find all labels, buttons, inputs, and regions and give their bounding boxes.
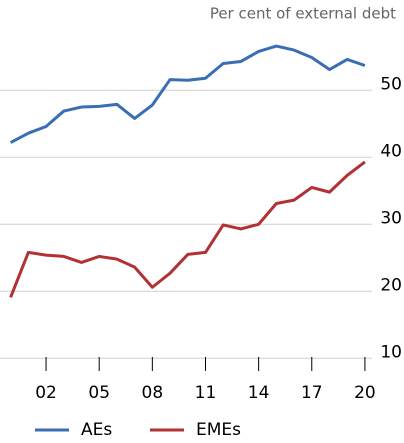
line-series (9, 160, 366, 298)
x-tick-label: 14 (248, 383, 270, 403)
legend-label: AEs (81, 420, 112, 440)
y-tick-label: 20 (380, 275, 402, 295)
x-tick-label: 08 (142, 383, 164, 403)
y-tick-label: 30 (380, 208, 402, 228)
x-tick-label: 05 (88, 383, 110, 403)
legend-label: EMEs (196, 420, 241, 440)
line-series (9, 44, 366, 144)
x-tick-label: 11 (195, 383, 217, 403)
y-tick-label: 40 (380, 141, 402, 161)
x-tick-label: 02 (35, 383, 57, 403)
x-tick-label: 20 (354, 383, 376, 403)
x-tick-label: 17 (301, 383, 323, 403)
y-tick-label: 10 (380, 342, 402, 362)
y-tick-label: 50 (380, 74, 402, 94)
chart-subtitle: Per cent of external debt (210, 5, 396, 23)
